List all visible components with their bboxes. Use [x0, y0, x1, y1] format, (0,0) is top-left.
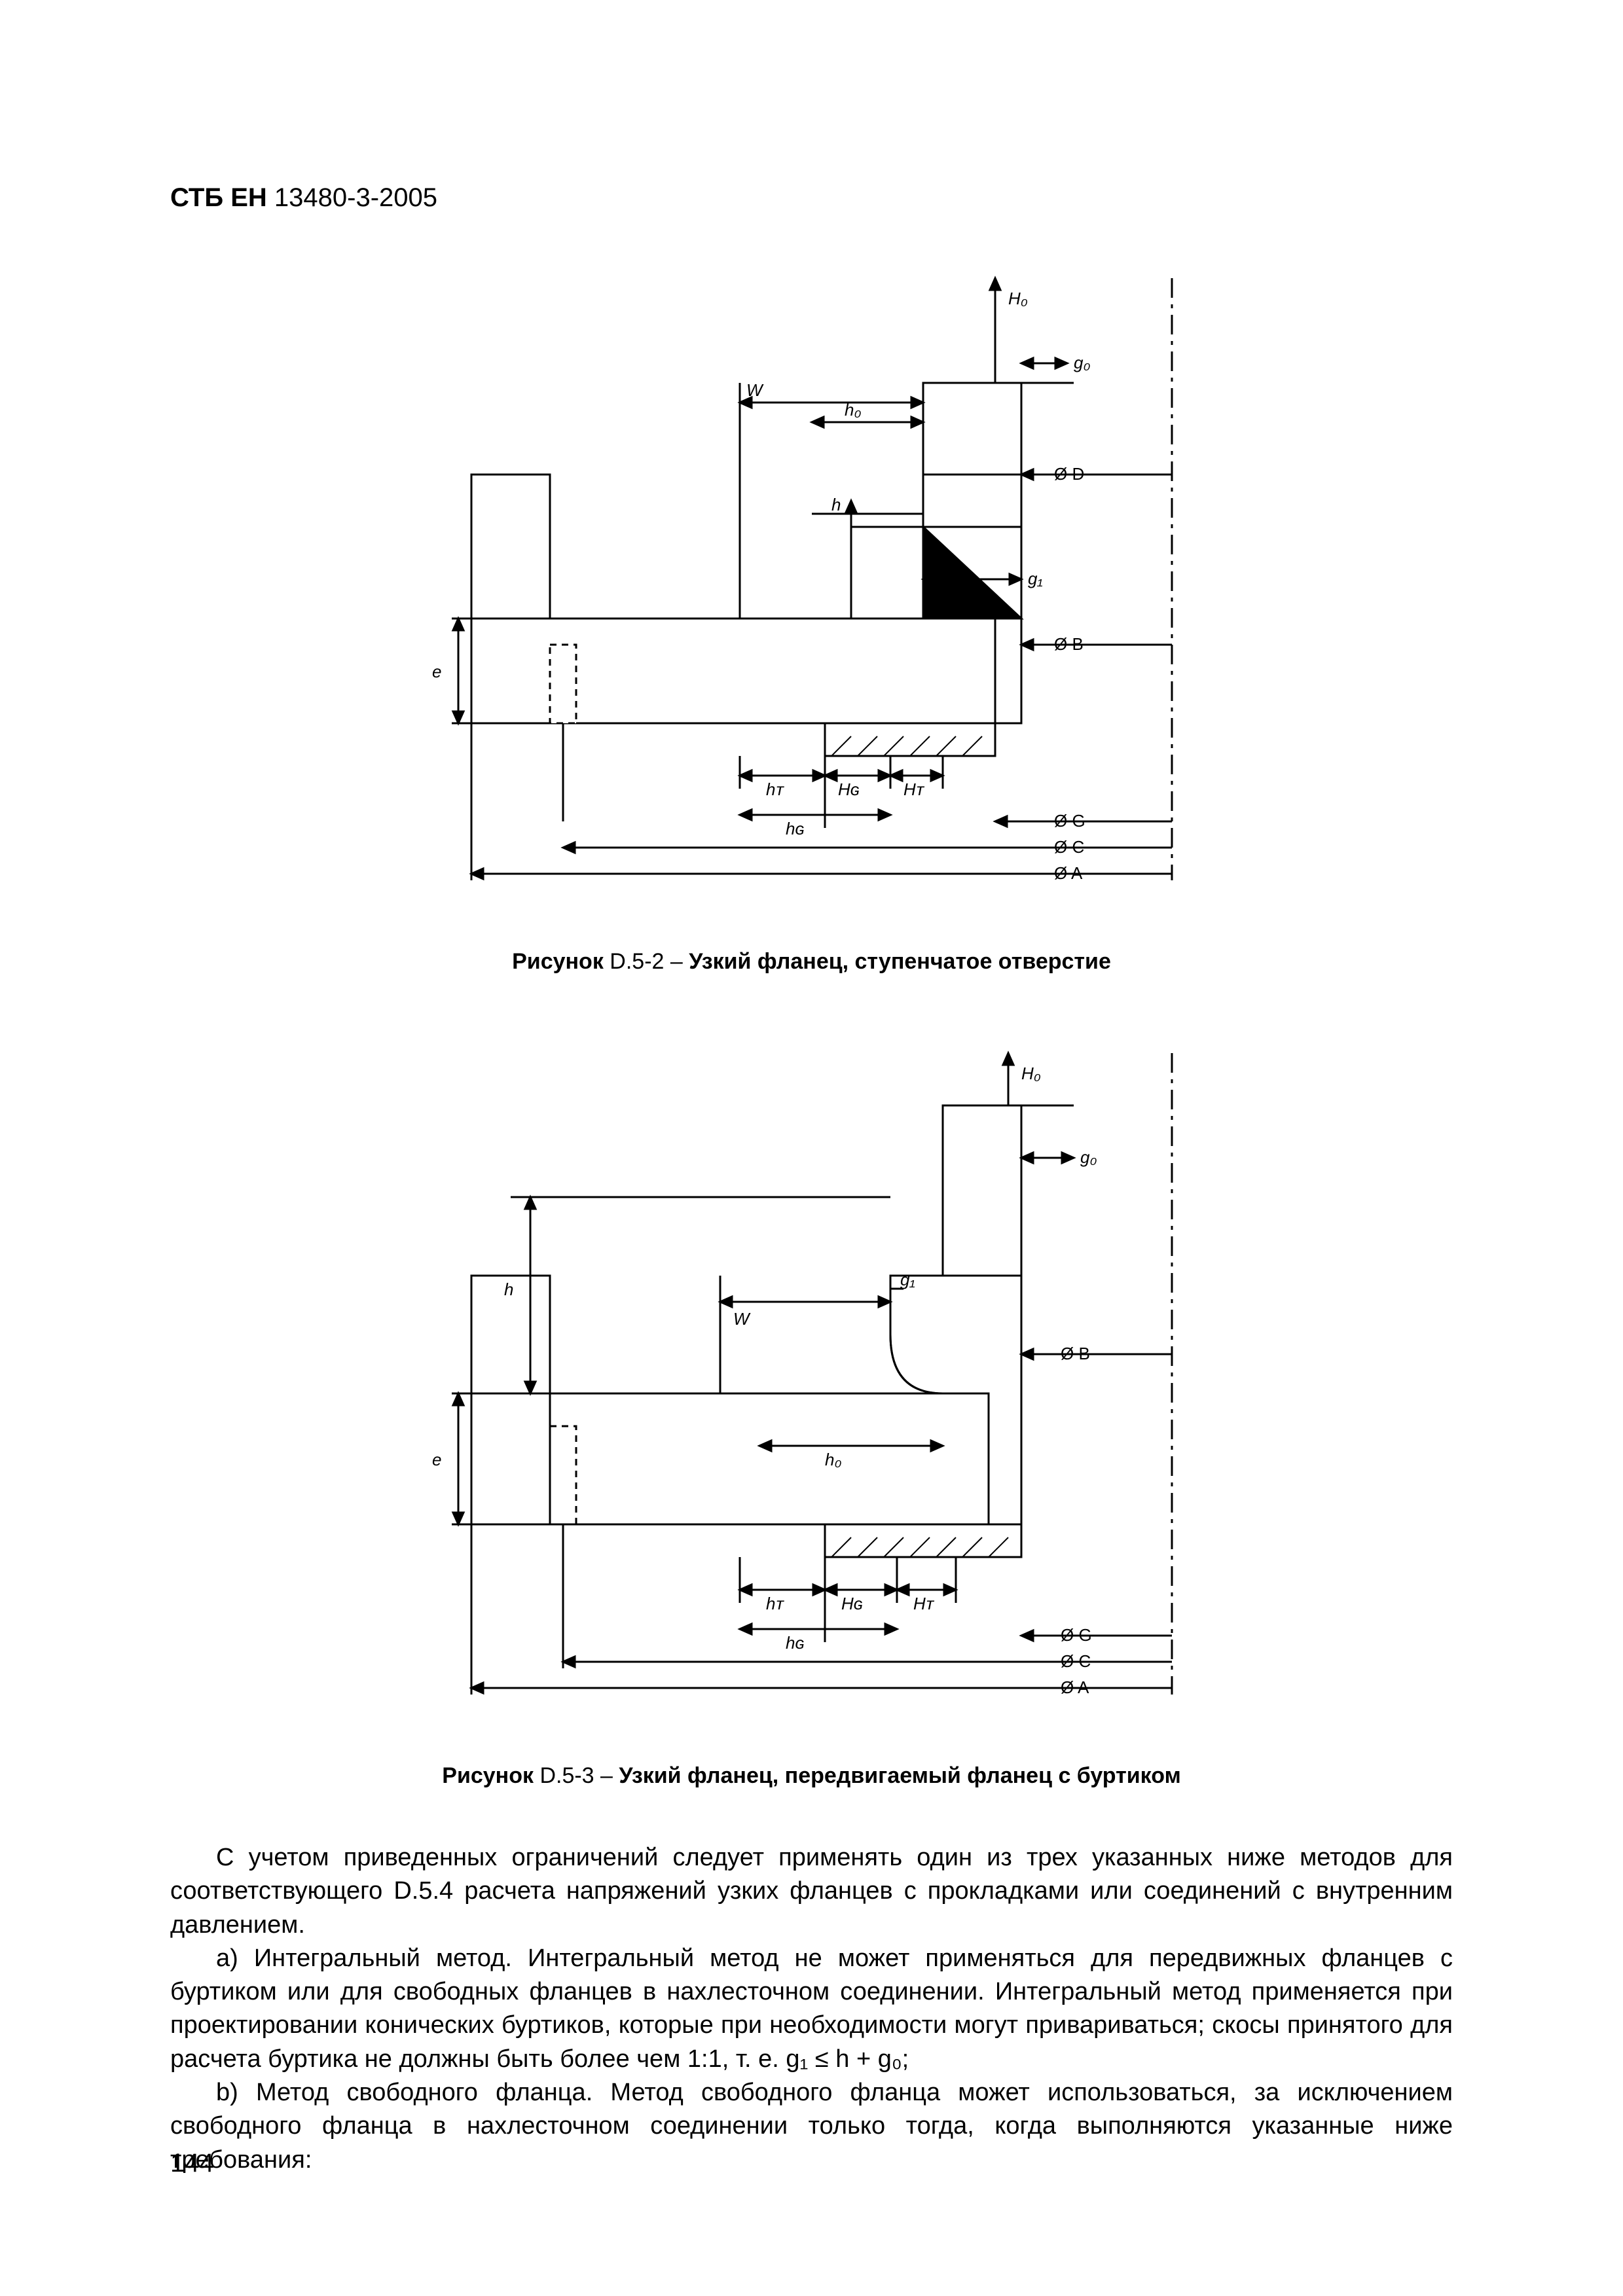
label-h: h [831, 495, 841, 514]
label-B: Ø B [1054, 634, 1084, 654]
paragraph-3: b) Метод свободного фланца. Метод свобод… [170, 2076, 1453, 2177]
caption2-num: D.5-3 – [539, 1763, 613, 1788]
label2-h: h [504, 1280, 513, 1299]
figure-d5-3-svg: H₀ g₀ h g₁ W Ø B e h₀ hᴛ Hɢ Hᴛ hɢ Ø G Ø … [354, 1027, 1270, 1721]
label-C: Ø C [1054, 837, 1084, 857]
label-G: Ø G [1054, 811, 1085, 831]
label2-HG: Hɢ [841, 1594, 863, 1613]
label-W: W [746, 380, 764, 400]
label2-HT: Hᴛ [913, 1594, 935, 1613]
label-h0: h₀ [845, 400, 861, 420]
label-H0: H₀ [1008, 289, 1028, 308]
caption2-title: Узкий фланец, передвигаемый фланец с бур… [619, 1763, 1180, 1788]
label2-W: W [733, 1309, 751, 1329]
header-prefix: СТБ ЕН [170, 183, 267, 212]
label2-h0: h₀ [825, 1450, 841, 1469]
figure-d5-2-svg: H₀ g₀ W h₀ Ø D h g₁ Ø B e hᴛ Hɢ Hᴛ hɢ Ø … [354, 252, 1270, 906]
label-hG: hɢ [786, 819, 805, 838]
document-header: СТБ ЕН 13480-3-2005 [170, 183, 1453, 213]
label2-B: Ø B [1061, 1344, 1090, 1363]
label-A: Ø A [1054, 863, 1083, 883]
label-HG: Hɢ [838, 780, 860, 799]
label-HT: Hᴛ [903, 780, 925, 799]
figure-d5-3-caption: Рисунок D.5-3 – Узкий фланец, передвигае… [170, 1763, 1453, 1789]
label2-hG: hɢ [786, 1633, 805, 1653]
caption-title: Узкий фланец, ступенчатое отверстие [689, 949, 1111, 974]
label2-e: e [432, 1450, 441, 1469]
label2-H0: H₀ [1021, 1064, 1041, 1083]
label2-hT: hᴛ [766, 1594, 784, 1613]
label-g1: g₁ [1028, 569, 1043, 588]
caption-lead: Рисунок [512, 949, 604, 974]
label2-A: Ø A [1061, 1677, 1089, 1697]
label2-g1: g₁ [900, 1270, 915, 1289]
label2-C: Ø C [1061, 1651, 1091, 1671]
header-number: 13480-3-2005 [274, 183, 437, 212]
label-g0: g₀ [1074, 353, 1090, 372]
body-text: С учетом приведенных ограничений следует… [170, 1841, 1453, 2177]
paragraph-1: С учетом приведенных ограничений следует… [170, 1841, 1453, 1942]
label2-g0: g₀ [1080, 1147, 1097, 1167]
page: СТБ ЕН 13480-3-2005 [0, 0, 1623, 2296]
label-e: e [432, 662, 441, 681]
figure-d5-3: H₀ g₀ h g₁ W Ø B e h₀ hᴛ Hɢ Hᴛ hɢ Ø G Ø … [170, 1027, 1453, 1724]
label2-G: Ø G [1061, 1625, 1092, 1645]
figure-d5-2: H₀ g₀ W h₀ Ø D h g₁ Ø B e hᴛ Hɢ Hᴛ hɢ Ø … [170, 252, 1453, 910]
page-number: 144 [170, 2149, 214, 2178]
label-hT: hᴛ [766, 780, 784, 799]
caption-num: D.5-2 – [610, 949, 683, 974]
paragraph-2: a) Интегральный метод. Интегральный мето… [170, 1942, 1453, 2076]
label-D: Ø D [1054, 464, 1084, 484]
caption2-lead: Рисунок [442, 1763, 534, 1788]
figure-d5-2-caption: Рисунок D.5-2 – Узкий фланец, ступенчато… [170, 949, 1453, 975]
